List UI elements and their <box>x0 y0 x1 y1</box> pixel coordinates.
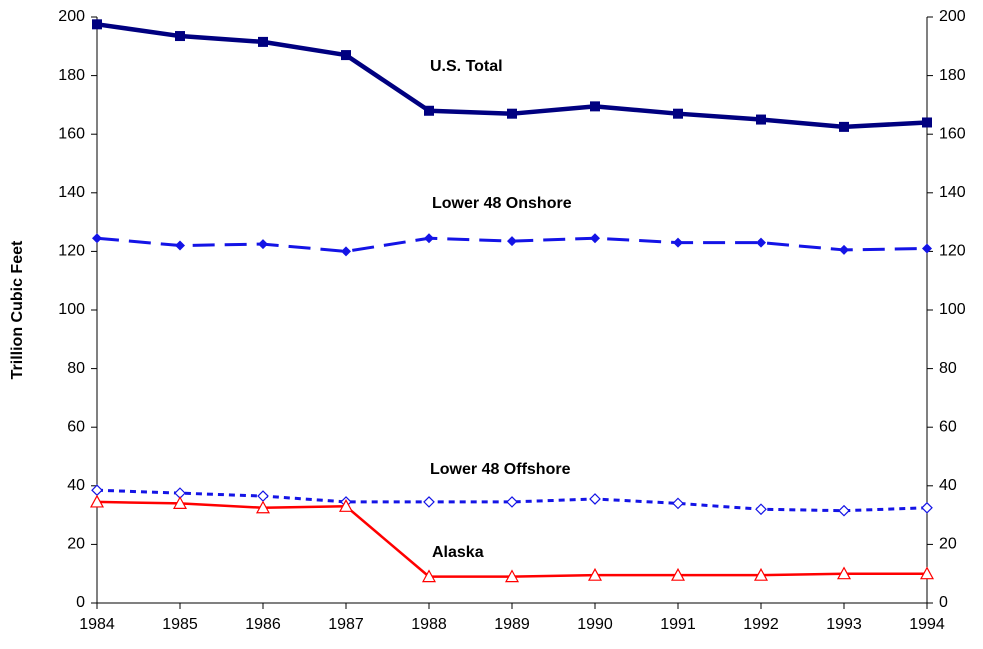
y-tick-label: 100 <box>58 301 85 318</box>
y-axis-label: Trillion Cubic Feet <box>9 240 26 379</box>
y2-tick-label: 80 <box>939 360 957 377</box>
marker <box>92 19 102 30</box>
marker <box>590 233 600 244</box>
marker <box>922 243 932 254</box>
y2-tick-label: 200 <box>939 8 966 25</box>
marker <box>257 490 269 502</box>
marker <box>341 246 351 257</box>
marker <box>590 101 600 112</box>
x-tick-label: 1994 <box>909 616 945 633</box>
marker <box>587 567 603 581</box>
y-tick-label: 20 <box>67 536 85 553</box>
x-tick-label: 1991 <box>660 616 696 633</box>
series-label: Lower 48 Onshore <box>432 195 572 212</box>
y2-tick-label: 40 <box>939 477 957 494</box>
series-label: Lower 48 Offshore <box>430 461 571 478</box>
y2-tick-label: 60 <box>939 418 957 435</box>
marker <box>92 233 102 244</box>
marker <box>423 496 435 508</box>
y2-tick-label: 120 <box>939 243 966 260</box>
marker <box>175 31 185 42</box>
x-tick-label: 1990 <box>577 616 613 633</box>
marker <box>421 569 437 583</box>
marker <box>756 114 766 125</box>
marker <box>258 239 268 250</box>
marker <box>338 499 354 512</box>
marker <box>756 237 766 248</box>
x-tick-label: 1986 <box>245 616 281 633</box>
marker <box>341 50 351 61</box>
marker <box>89 494 105 508</box>
marker <box>91 484 103 497</box>
marker <box>673 237 683 248</box>
y-tick-label: 0 <box>76 594 85 611</box>
marker <box>507 108 517 119</box>
x-tick-label: 1989 <box>494 616 530 633</box>
x-tick-label: 1985 <box>162 616 198 633</box>
y2-tick-label: 0 <box>939 594 948 611</box>
marker <box>838 504 850 517</box>
y-tick-label: 120 <box>58 243 85 260</box>
marker <box>672 497 684 510</box>
x-tick-label: 1988 <box>411 616 447 633</box>
y-tick-label: 40 <box>67 477 85 494</box>
y-tick-label: 200 <box>58 8 85 25</box>
marker <box>255 500 271 514</box>
marker <box>589 493 601 505</box>
marker <box>504 569 520 583</box>
y2-tick-label: 20 <box>939 536 957 553</box>
y-tick-label: 60 <box>67 418 85 435</box>
marker <box>258 36 268 47</box>
y-tick-label: 160 <box>58 125 85 142</box>
marker <box>921 501 933 514</box>
marker <box>506 496 518 508</box>
marker <box>753 567 769 581</box>
marker <box>673 108 683 119</box>
marker <box>424 105 434 116</box>
y-tick-label: 180 <box>58 67 85 84</box>
x-tick-label: 1987 <box>328 616 364 633</box>
y-tick-label: 140 <box>58 184 85 201</box>
marker <box>670 567 686 581</box>
y2-tick-label: 160 <box>939 125 966 142</box>
series-line <box>96 500 927 578</box>
marker <box>175 240 185 251</box>
y2-tick-label: 140 <box>939 184 966 201</box>
marker <box>424 233 434 244</box>
x-tick-label: 1984 <box>79 616 115 633</box>
y-tick-label: 80 <box>67 360 85 377</box>
marker <box>922 117 932 128</box>
marker <box>172 496 188 509</box>
marker <box>839 244 849 255</box>
marker <box>839 121 849 132</box>
y2-tick-label: 100 <box>939 301 966 318</box>
x-tick-label: 1993 <box>826 616 862 633</box>
marker <box>507 236 517 247</box>
marker <box>755 503 767 516</box>
series-label: Alaska <box>432 544 484 561</box>
series-label: U.S. Total <box>430 58 503 75</box>
x-tick-label: 1992 <box>743 616 779 633</box>
y2-tick-label: 180 <box>939 67 966 84</box>
marker <box>836 566 852 580</box>
marker <box>919 566 935 580</box>
